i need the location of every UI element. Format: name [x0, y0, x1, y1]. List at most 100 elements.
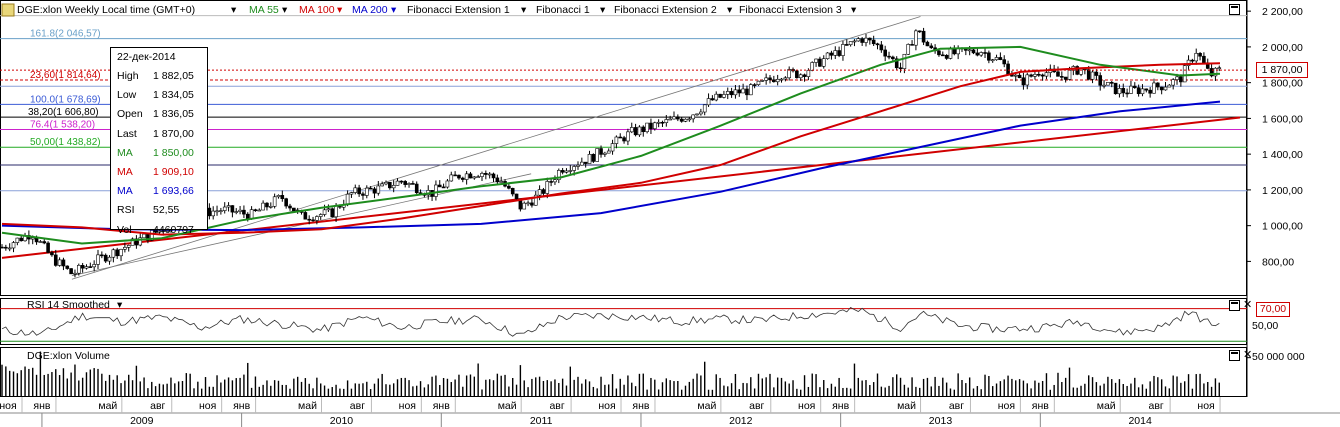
candle [357, 187, 361, 195]
candle [848, 41, 853, 46]
legend-fib-ext2[interactable]: Fibonacci Extension 2 [614, 4, 717, 16]
legend-ma100[interactable]: MA 100 [299, 4, 335, 16]
x-year-label: 2013 [929, 415, 953, 427]
candle [464, 173, 469, 180]
candle [1159, 86, 1164, 91]
candle [76, 265, 81, 274]
candle [1063, 76, 1068, 80]
candle [437, 184, 442, 188]
candle [88, 266, 93, 268]
legend-fib-ext3-dropdown-icon[interactable]: ▾ [851, 4, 857, 16]
tooltip-row-label: Low [117, 89, 137, 102]
candle [207, 207, 212, 217]
legend-fib-ext1[interactable]: Fibonacci Extension 1 [407, 4, 510, 16]
tooltip-row: MA 1 909,10 [117, 166, 194, 179]
legend-fib-ext1-dropdown-icon[interactable]: ▾ [521, 4, 527, 16]
candle [322, 209, 327, 215]
x-month-label: янв [33, 400, 50, 412]
candle [1036, 74, 1041, 76]
candle [364, 187, 369, 196]
x-month-label: авг [749, 400, 764, 412]
candle [1098, 75, 1103, 86]
ma55-line [1, 45, 1221, 245]
candle [330, 208, 335, 218]
candle [96, 254, 100, 265]
fib-level-label: 23,60(1 814,64) [30, 70, 101, 81]
volume-panel-maximize-button[interactable] [1229, 350, 1240, 361]
candle [265, 202, 269, 208]
rsi-panel-close-icon[interactable]: ✕ [1243, 299, 1253, 311]
candle [480, 173, 484, 177]
rsi-level-label: 70,00 [1256, 302, 1290, 317]
legend-ma55-dropdown-icon[interactable]: ▾ [282, 4, 288, 16]
y-tick-label: 2 200,00 [1262, 6, 1303, 18]
candle [518, 198, 523, 210]
tooltip-row: Low 1 834,05 [117, 89, 194, 102]
chart-logo-icon [1, 3, 15, 17]
tooltip-row-value: 1 834,05 [153, 89, 194, 102]
tooltip-row-label: RSI [117, 204, 135, 217]
candle [745, 88, 749, 96]
candle [130, 238, 135, 246]
candle [975, 52, 980, 56]
candle [453, 174, 457, 177]
candle [1102, 84, 1106, 87]
legend-fib-ext3[interactable]: Fibonacci Extension 3 [739, 4, 842, 16]
candle [821, 58, 826, 67]
candle [1002, 59, 1007, 65]
tooltip-row-label: MA [117, 185, 133, 198]
rsi-panel-dropdown-icon[interactable]: ▾ [117, 299, 123, 311]
candle [219, 210, 223, 212]
price-panel-maximize-button[interactable] [1229, 4, 1240, 15]
candle [234, 211, 239, 213]
candle [1079, 68, 1083, 75]
candle [825, 52, 830, 60]
candle [706, 98, 711, 106]
candle [729, 91, 734, 96]
candle [522, 202, 527, 210]
legend-fib1[interactable]: Fibonacci 1 [536, 4, 590, 16]
volume-panel-close-icon[interactable]: ✕ [1243, 349, 1253, 361]
y-tick-label: 1 600,00 [1262, 113, 1303, 125]
candle [491, 173, 496, 179]
candle [748, 84, 753, 96]
legend-ma55[interactable]: MA 55 [249, 4, 279, 16]
candle [545, 181, 550, 194]
tooltip-row-value: 1 909,10 [153, 166, 194, 178]
candle [841, 44, 845, 56]
candle [883, 49, 887, 57]
ohlc-tooltip: 22-дек-2014 High 1 882,05 Low 1 834,05 Open 1… [110, 47, 208, 236]
candle [1086, 69, 1091, 80]
x-month-label: май [498, 400, 517, 412]
candle [714, 93, 719, 101]
candle [683, 118, 688, 122]
header-instrument-dropdown-icon[interactable]: ▾ [231, 4, 237, 16]
candle [887, 55, 891, 58]
legend-fib1-dropdown-icon[interactable]: ▾ [600, 4, 606, 16]
candle [288, 205, 292, 209]
candle [679, 118, 684, 122]
candle [1132, 85, 1137, 88]
candle [376, 185, 381, 194]
candle [530, 202, 534, 206]
y-tick-label: 800,00 [1262, 256, 1294, 268]
legend-ma100-dropdown-icon[interactable]: ▾ [337, 4, 343, 16]
candle [1194, 52, 1199, 62]
candle [1025, 74, 1030, 86]
candle [472, 176, 477, 179]
legend-ma200-dropdown-icon[interactable]: ▾ [391, 4, 397, 16]
candle [860, 38, 864, 43]
x-month-label: авг [549, 400, 564, 412]
candle [775, 78, 780, 83]
candle [952, 48, 957, 55]
tooltip-row: RSI 52,55 [117, 204, 179, 217]
candle [1148, 89, 1152, 94]
candle [1202, 55, 1206, 64]
rsi-panel-maximize-button[interactable] [1229, 300, 1240, 311]
volume-panel-title: DGE:xlon Volume [27, 350, 110, 362]
legend-ma200[interactable]: MA 200 [352, 4, 388, 16]
legend-fib-ext2-dropdown-icon[interactable]: ▾ [727, 4, 733, 16]
candle [737, 89, 742, 94]
tooltip-row-value: 1 693,66 [153, 185, 194, 198]
